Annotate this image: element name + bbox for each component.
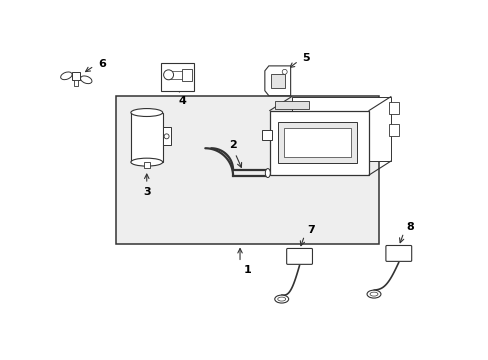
Bar (283, 129, 350, 157)
Bar (131, 113, 163, 162)
Ellipse shape (61, 72, 72, 80)
Text: 6: 6 (98, 59, 106, 69)
Ellipse shape (265, 168, 270, 177)
Polygon shape (264, 66, 290, 96)
Bar (274, 100, 309, 109)
Ellipse shape (131, 158, 163, 166)
FancyBboxPatch shape (286, 248, 312, 264)
FancyBboxPatch shape (385, 246, 411, 261)
Bar (163, 127, 170, 145)
FancyBboxPatch shape (161, 63, 194, 91)
Bar (262, 130, 271, 140)
Text: 5: 5 (302, 53, 309, 63)
Bar (72, 72, 80, 80)
Bar (182, 69, 192, 81)
Circle shape (163, 70, 173, 80)
Circle shape (164, 134, 169, 139)
Ellipse shape (369, 292, 377, 296)
Text: 3: 3 (142, 187, 150, 197)
Text: 4: 4 (178, 96, 186, 105)
Bar (143, 162, 149, 168)
Ellipse shape (277, 297, 285, 301)
Text: 8: 8 (406, 222, 414, 231)
Ellipse shape (131, 109, 163, 117)
Ellipse shape (81, 76, 92, 84)
FancyBboxPatch shape (269, 111, 368, 175)
Ellipse shape (366, 290, 380, 298)
Ellipse shape (274, 295, 288, 303)
Text: 7: 7 (307, 225, 315, 235)
Bar (270, 74, 284, 88)
Text: 2: 2 (229, 140, 237, 150)
Bar (74, 80, 78, 86)
Bar (388, 125, 398, 136)
Bar (388, 102, 398, 113)
Bar (116, 96, 378, 244)
Bar (291, 96, 390, 161)
Text: 1: 1 (244, 265, 251, 275)
Circle shape (282, 69, 286, 74)
Bar (277, 122, 356, 163)
